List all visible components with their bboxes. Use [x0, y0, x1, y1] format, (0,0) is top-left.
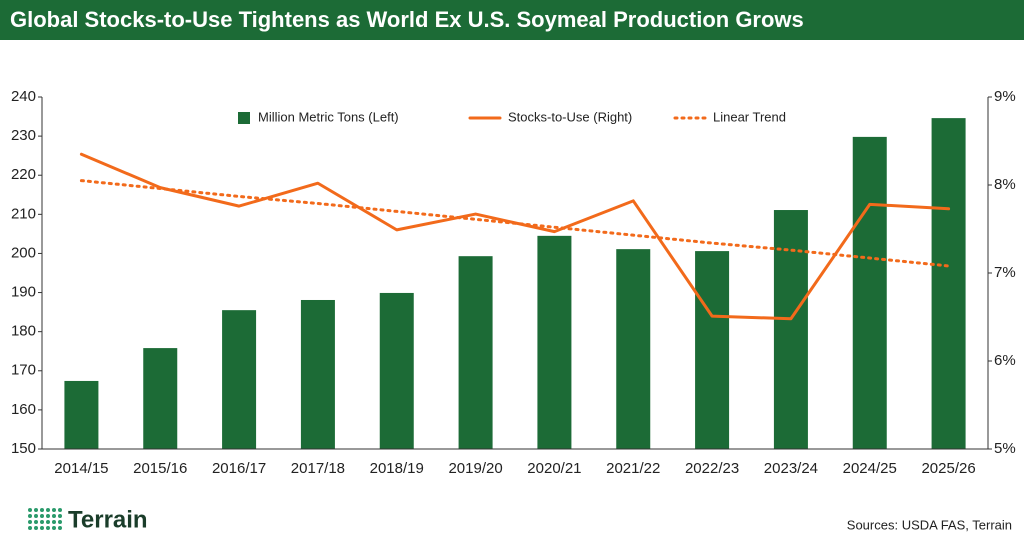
legend-label: Linear Trend	[713, 109, 786, 124]
x-tick-label: 2023/24	[764, 460, 818, 477]
logo-icon	[28, 508, 62, 530]
x-tick-label: 2020/21	[527, 460, 581, 477]
x-tick-label: 2021/22	[606, 460, 660, 477]
y2-tick-label: 7%	[994, 264, 1016, 281]
x-tick-label: 2014/15	[54, 460, 108, 477]
chart-title: Global Stocks-to-Use Tightens as World E…	[10, 7, 804, 32]
y-tick-label: 160	[11, 401, 36, 418]
y2-tick-label: 6%	[994, 352, 1016, 369]
x-tick-label: 2015/16	[133, 460, 187, 477]
x-tick-label: 2024/25	[843, 460, 897, 477]
legend-swatch	[238, 112, 250, 124]
x-tick-label: 2022/23	[685, 460, 739, 477]
trend-line	[79, 179, 951, 268]
bar	[616, 249, 651, 449]
y-tick-label: 170	[11, 362, 36, 379]
y2-tick-label: 5%	[994, 440, 1016, 457]
bar	[64, 380, 99, 449]
y-tick-label: 180	[11, 323, 36, 340]
x-tick-label: 2017/18	[291, 460, 345, 477]
y-tick-label: 240	[11, 88, 36, 105]
line	[79, 152, 951, 321]
y-tick-label: 210	[11, 205, 36, 222]
bar	[695, 251, 730, 449]
bar	[222, 310, 257, 449]
bar	[143, 348, 178, 449]
title-banner	[0, 0, 1024, 40]
bar	[931, 118, 966, 450]
y2-tick-label: 9%	[994, 88, 1016, 105]
y2-tick-label: 8%	[994, 176, 1016, 193]
source-note: Sources: USDA FAS, Terrain	[847, 517, 1012, 532]
bar	[458, 256, 493, 449]
bar	[379, 292, 414, 449]
bar	[300, 299, 335, 449]
bar	[852, 136, 887, 450]
x-tick-label: 2019/20	[448, 460, 502, 477]
x-tick-label: 2016/17	[212, 460, 266, 477]
y-tick-label: 190	[11, 284, 36, 301]
y-tick-label: 150	[11, 440, 36, 457]
logo-text: Terrain	[68, 506, 148, 533]
bar	[773, 210, 808, 449]
y-tick-label: 230	[11, 127, 36, 144]
x-tick-label: 2018/19	[370, 460, 424, 477]
y-tick-label: 220	[11, 166, 36, 183]
bar	[537, 235, 572, 449]
x-tick-label: 2025/26	[921, 460, 975, 477]
y-tick-label: 200	[11, 244, 36, 261]
legend-label: Stocks-to-Use (Right)	[508, 109, 632, 124]
legend-label: Million Metric Tons (Left)	[258, 109, 399, 124]
